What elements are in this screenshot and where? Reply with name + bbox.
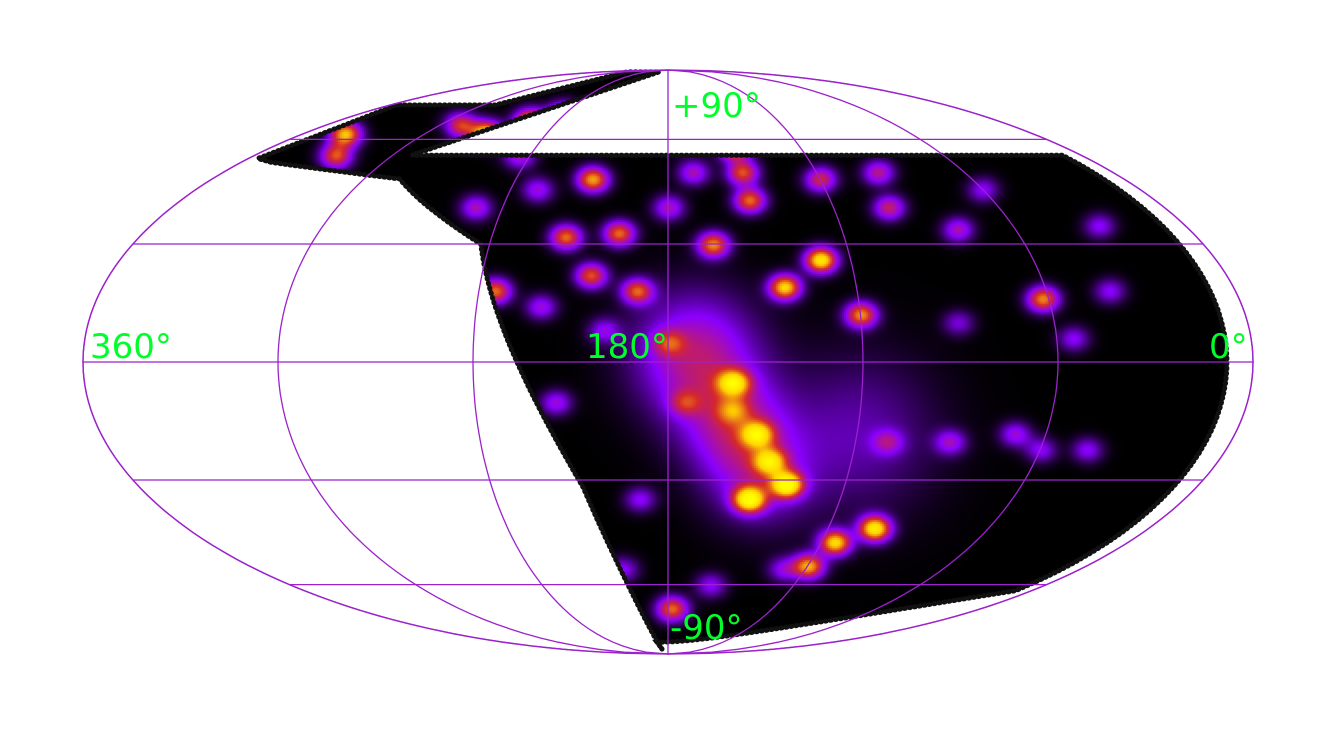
longitude-0-label: 0°: [1209, 327, 1248, 367]
south-pole-label: -90°: [670, 608, 743, 648]
coverage-edge: [249, 69, 1230, 651]
longitude-180-label: 180°: [586, 327, 668, 367]
sky-outline: [82, 69, 1254, 655]
longitude-360-label: 360°: [90, 327, 172, 367]
north-pole-label: +90°: [672, 86, 761, 126]
